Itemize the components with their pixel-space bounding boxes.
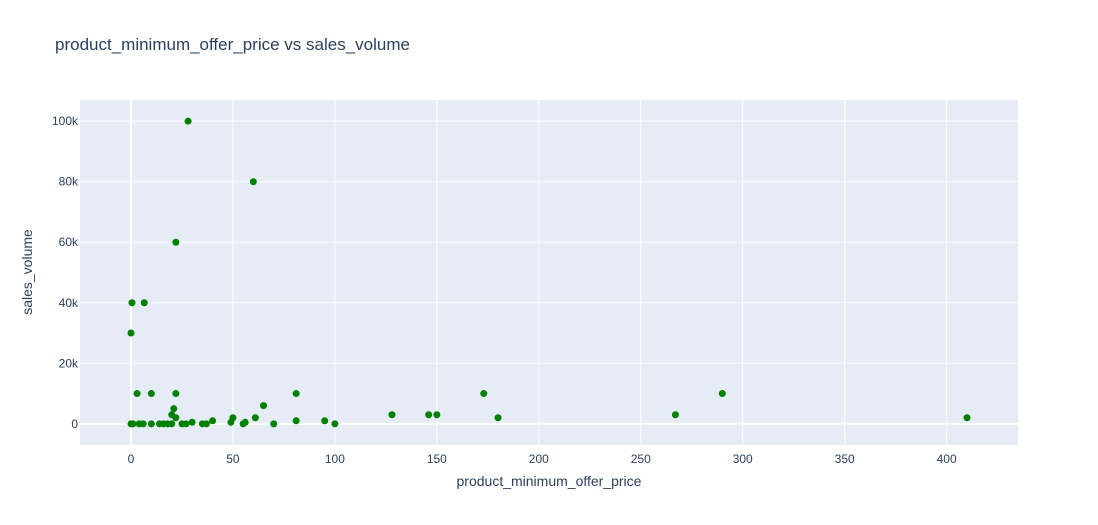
data-point[interactable] [184, 117, 192, 125]
data-point[interactable] [292, 390, 300, 398]
data-point[interactable] [140, 299, 148, 307]
data-point[interactable] [129, 420, 137, 428]
data-point[interactable] [227, 418, 235, 426]
data-point[interactable] [209, 417, 217, 425]
data-point[interactable] [172, 390, 180, 398]
data-point[interactable] [139, 420, 147, 428]
x-tick-label: 350 [835, 452, 855, 466]
data-point[interactable] [241, 418, 249, 426]
data-point[interactable] [127, 329, 135, 337]
x-axis-label: product_minimum_offer_price [457, 473, 642, 489]
y-tick-label: 100k [52, 114, 79, 128]
x-tick-label: 250 [631, 452, 651, 466]
data-point[interactable] [963, 414, 971, 422]
x-tick-label: 150 [427, 452, 447, 466]
chart-title: product_minimum_offer_price vs sales_vol… [55, 35, 410, 54]
data-point[interactable] [202, 420, 210, 428]
data-point[interactable] [433, 411, 441, 419]
plot-area [80, 100, 1018, 445]
data-point[interactable] [182, 420, 190, 428]
data-point[interactable] [331, 420, 339, 428]
data-point[interactable] [494, 414, 502, 422]
data-points [127, 117, 971, 428]
x-tick-label: 0 [128, 452, 135, 466]
y-tick-label: 80k [59, 175, 79, 189]
data-point[interactable] [292, 417, 300, 425]
data-point[interactable] [249, 178, 257, 186]
y-axis-label: sales_volume [19, 229, 35, 315]
x-tick-label: 400 [937, 452, 957, 466]
grid-lines [80, 100, 1018, 445]
data-point[interactable] [425, 411, 433, 419]
data-point[interactable] [133, 390, 141, 398]
y-tick-label: 60k [59, 235, 79, 249]
data-point[interactable] [671, 411, 679, 419]
data-point[interactable] [188, 418, 196, 426]
data-point[interactable] [172, 238, 180, 246]
data-point[interactable] [270, 420, 278, 428]
x-tick-label: 50 [226, 452, 240, 466]
data-point[interactable] [147, 420, 155, 428]
data-point[interactable] [170, 405, 178, 413]
x-tick-label: 200 [529, 452, 549, 466]
y-tick-label: 20k [59, 356, 79, 370]
data-point[interactable] [480, 390, 488, 398]
y-tick-label: 0 [71, 417, 78, 431]
data-point[interactable] [168, 420, 176, 428]
x-tick-label: 300 [733, 452, 753, 466]
x-tick-label: 100 [325, 452, 345, 466]
y-axis-ticks: 0 20k 40k 60k 80k 100k [52, 114, 79, 431]
x-axis-ticks: 0 50 100 150 200 250 300 350 400 [128, 452, 957, 466]
data-point[interactable] [251, 414, 259, 422]
data-point[interactable] [321, 417, 329, 425]
data-point[interactable] [388, 411, 396, 419]
data-point[interactable] [260, 402, 268, 410]
y-tick-label: 40k [59, 296, 79, 310]
data-point[interactable] [147, 390, 155, 398]
data-point[interactable] [718, 390, 726, 398]
data-point[interactable] [128, 299, 136, 307]
data-point[interactable] [172, 414, 180, 422]
